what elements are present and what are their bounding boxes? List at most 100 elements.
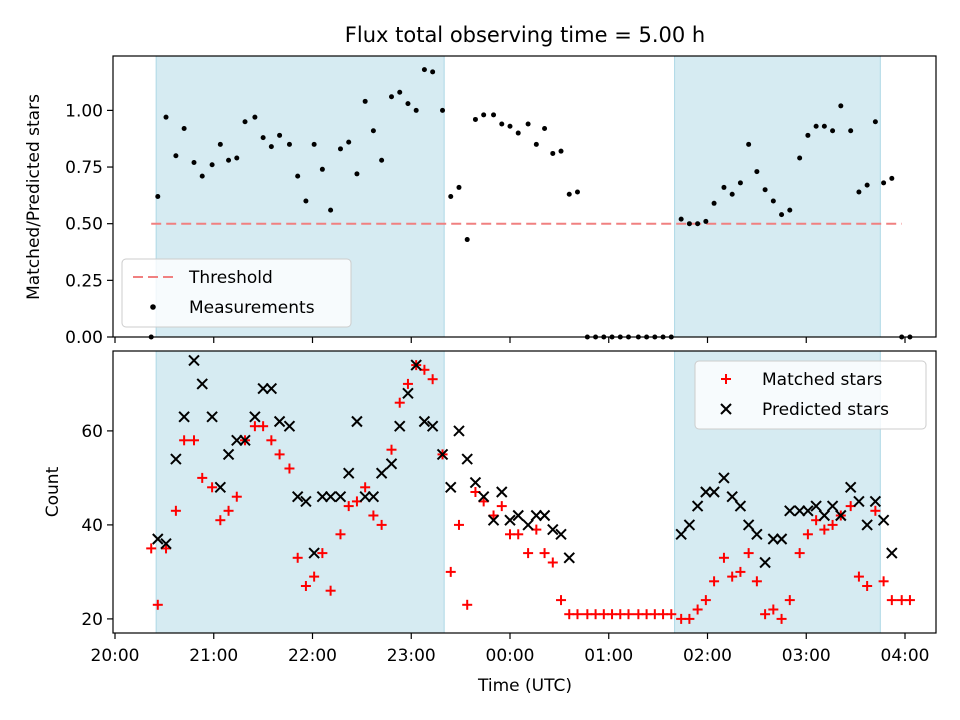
measurement-point <box>805 132 811 138</box>
legend-measurements-label: Measurements <box>189 298 315 318</box>
measurement-point <box>550 150 556 156</box>
matched-star-point <box>258 421 269 432</box>
matched-star-point <box>735 566 746 577</box>
measurement-point <box>889 175 895 181</box>
matched-star-point <box>751 576 762 587</box>
measurement-point <box>856 189 862 195</box>
matched-star-point <box>462 599 473 610</box>
matched-star-point <box>666 609 677 620</box>
predicted-star-point <box>308 547 320 559</box>
measurement-point <box>797 155 803 161</box>
measurement-point <box>746 141 752 147</box>
measurement-point <box>389 94 394 100</box>
predicted-star-point <box>461 453 473 465</box>
bottom-x-axis: 20:00 21:00 22:00 23:00 00:00 01:00 02:00 03:00… <box>91 633 930 666</box>
y-tick-label: 0.00 <box>65 328 103 348</box>
top-plot-frame <box>112 55 937 338</box>
predicted-star-point <box>522 519 534 531</box>
top-panel: 0.00 0.25 0.50 0.75 1.00 Matched/Predicted s… <box>24 55 937 348</box>
measurement-point <box>181 126 187 132</box>
predicted-star-point <box>861 519 873 531</box>
matched-star-point <box>819 524 830 535</box>
measurement-point <box>830 128 836 134</box>
bottom-legend: Matched stars Predicted stars <box>694 360 927 430</box>
predicted-star-point <box>469 476 482 489</box>
matched-star-point <box>368 510 379 521</box>
measurement-point <box>260 135 266 141</box>
measurement-point <box>286 141 292 147</box>
predicted-star-point <box>726 490 738 503</box>
measurement-point <box>525 121 531 127</box>
predicted-star-point <box>160 537 172 550</box>
measurement-point <box>574 189 580 195</box>
measurement-point <box>217 141 223 147</box>
predicted-star-point <box>751 528 763 541</box>
measurement-point <box>379 157 385 163</box>
predicted-star-point <box>555 528 567 541</box>
matched-star-point <box>768 604 779 615</box>
predicted-star-point <box>206 411 218 423</box>
matched-star-point <box>266 435 277 446</box>
measurement-point <box>337 146 343 152</box>
matched-star-point <box>513 529 524 540</box>
predicted-star-point <box>214 481 227 494</box>
matched-star-point <box>170 505 181 516</box>
measurement-point <box>481 112 487 118</box>
bottom-panel: 20 40 60 20:00 21:00 22:00 23:00 00:00 01:00 02:… <box>43 350 937 696</box>
measurement-point <box>252 114 258 120</box>
matched-star-point <box>623 609 634 620</box>
measurement-point <box>770 198 776 204</box>
predicted-star-point <box>767 533 780 545</box>
x-tick-label: 02:00 <box>683 646 732 666</box>
predicted-star-point <box>538 509 551 522</box>
matched-star-point <box>146 543 157 554</box>
matched-star-point <box>445 566 456 577</box>
predicted-star-point <box>683 519 696 531</box>
measurement-point <box>191 160 197 166</box>
predicted-star-point <box>375 467 388 479</box>
matched-star-point <box>207 482 218 493</box>
predicted-star-point <box>853 495 865 508</box>
matched-star-point <box>862 581 873 591</box>
measurement-point <box>319 166 325 172</box>
measurement-point <box>838 103 844 109</box>
matched-star-point <box>325 585 336 596</box>
predicted-star-point <box>426 420 439 432</box>
measurement-point <box>779 212 785 218</box>
matched-star-point <box>743 548 754 559</box>
predicted-star-point <box>504 514 516 526</box>
measurement-point <box>456 184 462 190</box>
matched-star-point <box>360 482 371 493</box>
measurement-point <box>226 157 232 163</box>
matched-star-point <box>386 444 397 455</box>
y-tick-label: 0.50 <box>65 215 103 235</box>
predicted-star-point <box>496 486 508 498</box>
matched-star-point <box>284 463 295 474</box>
predicted-star-point <box>802 505 814 517</box>
predicted-star-point <box>283 420 296 432</box>
bottom-y-axis-label: Count <box>43 466 63 517</box>
legend-predicted-label: Predicted stars <box>762 400 889 420</box>
measurement-point <box>370 128 376 134</box>
measurement-point <box>430 69 436 75</box>
matched-star-point <box>853 571 864 582</box>
matched-star-point <box>402 378 413 389</box>
measurement-point <box>234 155 240 161</box>
measurement-point <box>695 221 701 227</box>
predicted-star-point <box>239 434 251 447</box>
matched-star-point <box>802 529 813 540</box>
predicted-star-point <box>512 509 524 522</box>
matched-star-point <box>760 609 771 620</box>
measurement-point <box>711 200 717 206</box>
matched-star-point <box>539 548 550 559</box>
matched-star-point <box>152 599 163 610</box>
predicted-star-point <box>453 425 465 437</box>
measurement-point <box>762 187 768 193</box>
predicted-star-point <box>291 490 304 503</box>
matched-star-point <box>453 519 464 530</box>
matched-star-point <box>727 571 738 582</box>
predicted-stars-points <box>152 354 898 569</box>
measurement-point <box>787 207 793 213</box>
measurement-point <box>533 141 539 147</box>
predicted-star-point <box>367 490 380 503</box>
